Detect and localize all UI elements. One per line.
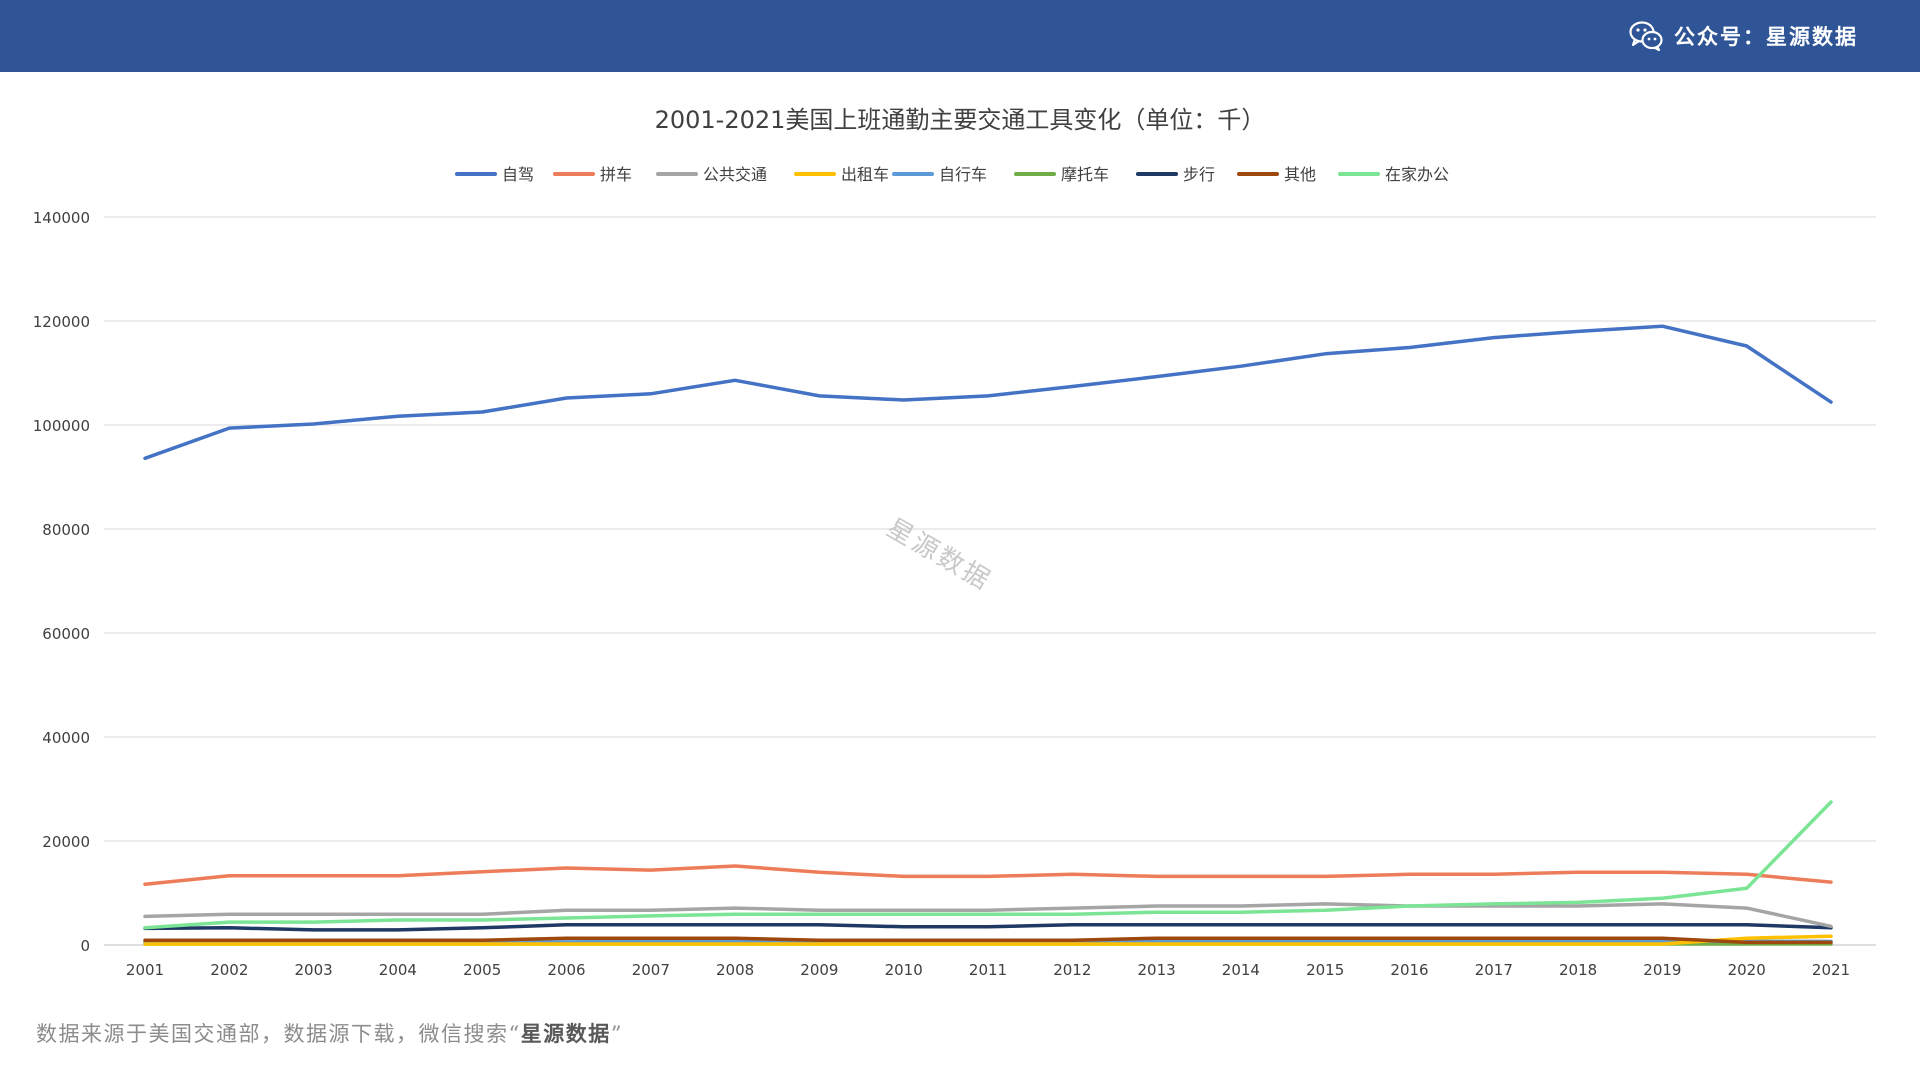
x-tick-label-10: 2011 <box>969 961 1007 979</box>
x-tick-label-0: 2001 <box>126 961 164 979</box>
series-line-7 <box>143 936 1833 945</box>
x-tick-label-7: 2008 <box>716 961 754 979</box>
legend-label-0: 自驾 <box>502 165 534 184</box>
x-tick-label-12: 2013 <box>1138 961 1176 979</box>
series-line-3 <box>143 934 1833 946</box>
series-line-2 <box>143 902 1833 929</box>
y-tick-label-7: 140000 <box>33 209 90 227</box>
x-tick-label-8: 2009 <box>800 961 838 979</box>
brand: 公众号：星源数据 <box>1628 0 1858 72</box>
x-tick-label-16: 2017 <box>1475 961 1513 979</box>
legend-label-2: 公共交通 <box>703 165 767 184</box>
watermark-text: 星源数据 <box>881 513 996 597</box>
y-tick-label-1: 20000 <box>42 833 90 851</box>
x-tick-label-19: 2020 <box>1728 961 1766 979</box>
y-tick-label-5: 100000 <box>33 417 90 435</box>
legend-label-4: 自行车 <box>939 165 987 184</box>
series-line-8 <box>143 800 1833 930</box>
footer-note: 数据来源于美国交通部，数据源下载，微信搜索“星源数据” <box>36 1018 623 1048</box>
chart-title: 2001-2021美国上班通勤主要交通工具变化（单位：千） <box>655 106 1266 134</box>
legend-label-5: 摩托车 <box>1061 165 1109 184</box>
footer-prefix: 数据来源于美国交通部，数据源下载，微信搜索 <box>36 1022 509 1046</box>
x-tick-label-4: 2005 <box>463 961 501 979</box>
series-line-6 <box>143 922 1833 932</box>
x-tick-label-14: 2015 <box>1306 961 1344 979</box>
footer-quote-close: ” <box>610 1022 623 1046</box>
x-tick-label-15: 2016 <box>1390 961 1428 979</box>
series-line-0 <box>143 324 1833 461</box>
y-tick-label-4: 80000 <box>42 521 90 539</box>
brand-label: 公众号：星源数据 <box>1674 25 1858 49</box>
y-tick-label-3: 60000 <box>42 625 90 643</box>
line-chart: 2001-2021美国上班通勤主要交通工具变化（单位：千） 自驾 拼车 公共交通 出租车… <box>33 106 1876 979</box>
legend-label-7: 其他 <box>1284 165 1316 184</box>
wechat-icon <box>1629 21 1663 52</box>
x-tick-label-1: 2002 <box>210 961 248 979</box>
x-tick-label-13: 2014 <box>1222 961 1260 979</box>
x-tick-label-18: 2019 <box>1643 961 1681 979</box>
footer-quote-open: “ <box>508 1022 521 1046</box>
legend-label-1: 拼车 <box>600 165 632 184</box>
y-tick-label-2: 40000 <box>42 729 90 747</box>
header-bar: 公众号：星源数据 <box>0 0 1920 72</box>
y-tick-label-0: 0 <box>80 937 90 955</box>
x-tick-label-17: 2018 <box>1559 961 1597 979</box>
x-tick-label-6: 2007 <box>632 961 670 979</box>
legend-label-8: 在家办公 <box>1385 165 1449 184</box>
y-tick-label-6: 120000 <box>33 313 90 331</box>
x-tick-label-5: 2006 <box>547 961 585 979</box>
x-tick-label-2: 2003 <box>295 961 333 979</box>
series-line-1 <box>143 864 1833 886</box>
footer-highlight: 星源数据 <box>520 1021 611 1046</box>
x-tick-label-11: 2012 <box>1053 961 1091 979</box>
legend-label-3: 出租车 <box>841 165 889 184</box>
x-tick-label-3: 2004 <box>379 961 417 979</box>
legend-label-6: 步行 <box>1183 165 1215 184</box>
x-tick-label-20: 2021 <box>1812 961 1850 979</box>
x-tick-label-9: 2010 <box>885 961 923 979</box>
